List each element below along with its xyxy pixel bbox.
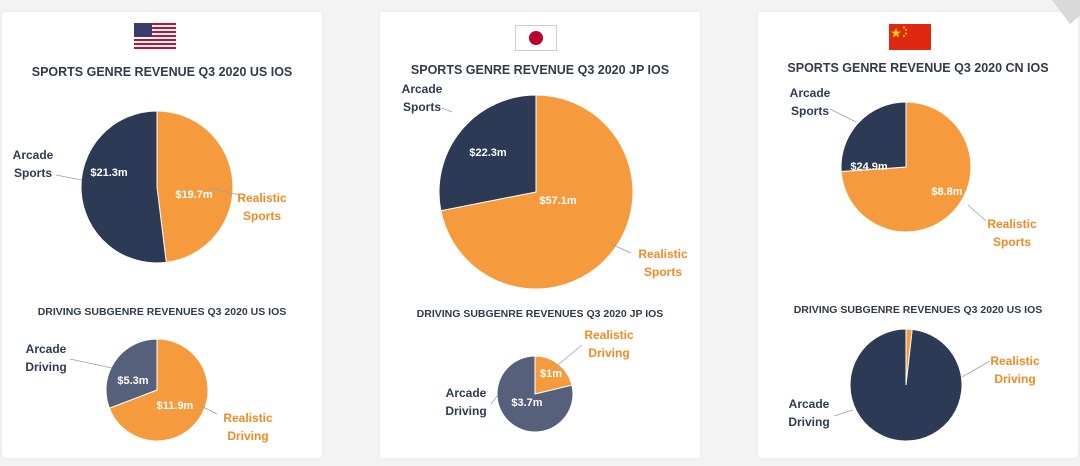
slice-value-label: $8.8m: [931, 186, 962, 198]
leader-line: [610, 243, 632, 254]
slice-value-label: $57.1m: [539, 195, 577, 207]
slice-value-label: $1m: [540, 368, 562, 380]
pie-slice-arcade-sports: [438, 94, 537, 212]
pie-chart-cn-sports: $24.9m Realistic Sports $8.8m Arcade Sports: [790, 86, 1037, 249]
leader-line: [967, 204, 987, 222]
slice-category-label: Arcade Driving: [25, 342, 66, 374]
pie-chart-us-sports: $19.7m Realistic Sports $21.3m Arcade Sports: [13, 110, 287, 264]
chart-subtitle: DRIVING SUBGENRE REVENUES Q3 2020 US IOS: [793, 304, 1043, 316]
slice-value-label: $21.3m: [90, 167, 128, 179]
slice-category-label: Arcade Driving: [788, 397, 829, 429]
panel-cn: SPORTS GENRE REVENUE Q3 2020 CN IOS DRIV…: [758, 12, 1078, 458]
chart-title: SPORTS GENRE REVENUE Q3 2020 JP IOS: [410, 63, 670, 77]
chart-title: SPORTS GENRE REVENUE Q3 2020 CN IOS: [787, 61, 1049, 75]
pie-slice-realistic-sports: [440, 94, 634, 290]
pie-slice-realistic-sports: [156, 110, 234, 263]
jp-flag-icon: [515, 25, 557, 51]
us-flag-icon: [134, 23, 176, 49]
leader-line: [69, 358, 113, 369]
leader-line: [55, 174, 83, 181]
pie-chart-jp-sports: $57.1m Realistic Sports $22.3m Arcade Sports: [402, 82, 688, 290]
pie-chart-cn-driving: Realistic Driving Arcade Driving: [788, 328, 1040, 442]
panel-jp: SPORTS GENRE REVENUE Q3 2020 JP IOS DRIV…: [380, 12, 700, 458]
pie-chart-jp-driving: $1m Realistic Driving $3.7m Arcade Driving: [445, 328, 634, 433]
leader-line: [198, 404, 218, 415]
leader-line: [961, 360, 991, 378]
leader-line: [552, 344, 583, 370]
slice-value-label: $11.9m: [157, 400, 194, 412]
leader-line: [490, 395, 498, 405]
slice-value-label: $19.7m: [175, 189, 213, 201]
cn-flag-icon: [889, 24, 931, 50]
pie-slice-arcade-driving: [496, 355, 574, 433]
chart-title: SPORTS GENRE REVENUE Q3 2020 US IOS: [31, 65, 293, 79]
leader-line: [441, 107, 453, 113]
leader-line: [208, 187, 241, 196]
slice-category-label: Arcade Sports: [790, 86, 831, 118]
pie-slice-arcade-driving: [105, 338, 158, 409]
slice-value-label: $5.3m: [117, 375, 148, 387]
slice-value-label: $22.3m: [469, 147, 507, 159]
slice-category-label: Realistic Driving: [990, 354, 1040, 386]
chart-subtitle: DRIVING SUBGENRE REVENUES Q3 2020 US IOS: [37, 306, 287, 318]
leader-line: [833, 409, 854, 417]
pie-slice-arcade-driving: [849, 328, 963, 442]
chart-subtitle: DRIVING SUBGENRE REVENUES Q3 2020 JP IOS: [416, 308, 664, 320]
pie-slice-arcade-sports: [80, 110, 167, 264]
panel-us: SPORTS GENRE REVENUE Q3 2020 US IOS DRIV…: [2, 12, 322, 458]
slice-category-label: Realistic Sports: [237, 191, 287, 223]
slice-value-label: $3.7m: [511, 397, 542, 409]
slice-category-label: Realistic Sports: [638, 247, 688, 279]
leader-line: [829, 108, 857, 123]
slice-category-label: Realistic Driving: [223, 411, 273, 443]
slice-category-label: Realistic Driving: [584, 328, 634, 360]
slice-category-label: Arcade Sports: [13, 148, 54, 180]
pie-slice-realistic-driving: [108, 338, 209, 442]
pie-slice-arcade-sports: [840, 101, 907, 173]
slice-category-label: Arcade Driving: [445, 386, 486, 418]
pie-chart-us-driving: $11.9m Realistic Driving $5.3m Arcade Driving: [25, 338, 273, 443]
slice-value-label: $24.9m: [850, 161, 888, 173]
corner-fold-icon: [1052, 0, 1080, 24]
slice-category-label: Realistic Sports: [987, 217, 1037, 249]
slice-category-label: Arcade Sports: [402, 82, 443, 114]
